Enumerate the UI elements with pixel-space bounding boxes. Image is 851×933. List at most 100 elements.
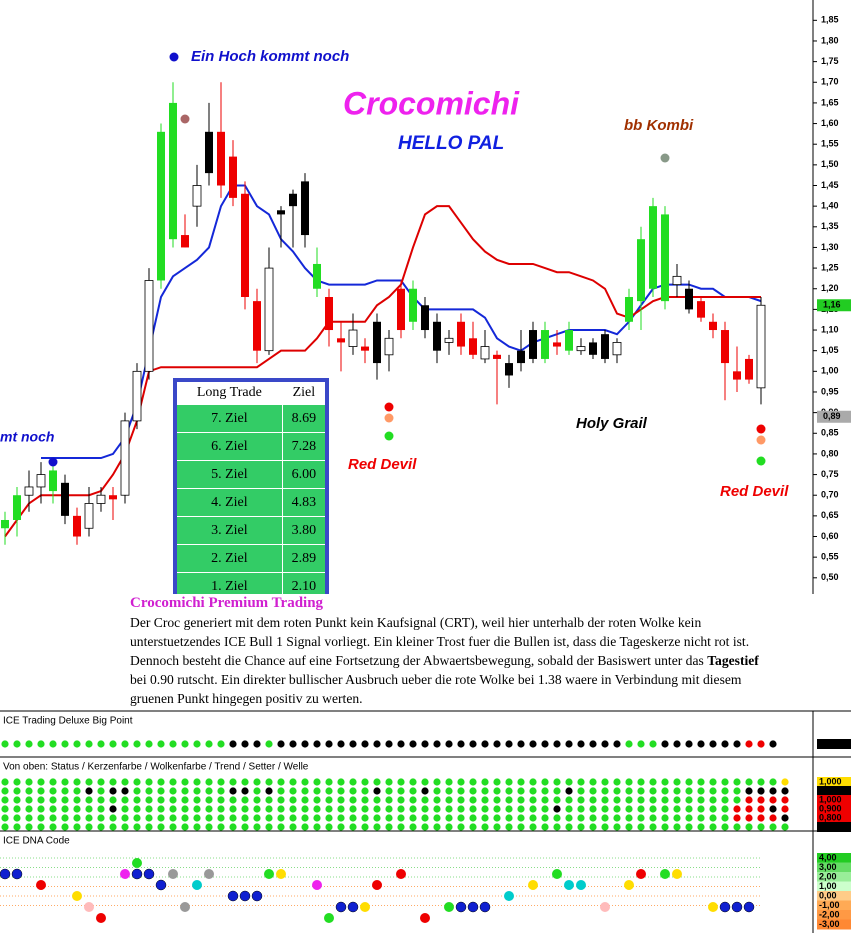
status-dot [637,814,645,822]
status-dot [61,787,69,795]
candle-body [444,337,454,343]
status-dot [133,823,141,831]
candle-body [205,131,213,174]
y-tick-label: 1,25 [821,262,839,272]
status-dot [697,814,705,822]
status-dot [181,787,189,795]
panel-label: -3,00 [819,919,840,929]
status-dot [241,787,249,795]
commentary-line: Der Croc generiert mit dem roten Punkt k… [130,613,845,632]
dna-dot [636,869,646,879]
status-dot [289,787,297,795]
status-dot [301,796,309,804]
status-dot [649,814,657,822]
dna-dot [624,880,634,890]
table-cell: 8.69 [281,404,328,433]
status-dot [97,778,105,786]
commentary: Crocomichi Premium Trading Der Croc gene… [130,594,845,710]
status-dot [133,778,141,786]
status-dot [145,778,153,786]
status-dot [217,796,225,804]
status-dot [565,823,573,831]
status-dot [169,778,177,786]
panel-title: ICE Trading Deluxe Big Point [3,716,133,727]
dna-dot [504,891,514,901]
status-dot [229,787,237,795]
status-dot [169,787,177,795]
dna-dot [731,901,743,913]
status-dot [49,805,57,813]
price-pill [817,299,851,312]
status-dot [433,778,441,786]
y-tick-label: 0,70 [821,490,839,500]
status-dot [25,778,33,786]
status-dot [373,805,381,813]
status-dot [625,796,633,804]
status-dot [37,823,45,831]
status-dot [601,805,609,813]
commentary-line: gruenen Punkt hingegen positiv zu werten… [130,689,845,708]
candle-body [493,354,501,359]
status-dot [97,787,105,795]
status-dot [781,823,789,831]
status-dot [205,778,213,786]
table-cell: 4.83 [281,488,328,517]
status-dot [157,796,165,804]
candle-body [397,288,405,331]
y-tick-label: 0,95 [821,386,839,396]
status-dot [325,740,333,748]
y-tick-label: 1,55 [821,139,839,149]
status-dot [697,796,705,804]
dna-dot [96,913,106,923]
candle-body [541,330,549,359]
status-dot [589,740,597,748]
panel-label: 100,0 [819,738,842,748]
status-dot [721,740,729,748]
candle-body [277,210,285,215]
status-dot [361,823,369,831]
status-dot [433,805,441,813]
candle-body [84,503,94,529]
status-dot [409,805,417,813]
status-dot [109,787,117,795]
status-dot [49,787,57,795]
status-dot [157,823,165,831]
candle-body [289,193,297,207]
table-cell: 6. Ziel [174,432,283,461]
status-dot [229,778,237,786]
status-dot [433,740,441,748]
status-dot [433,796,441,804]
status-dot [469,796,477,804]
status-dot [205,740,213,748]
status-dot [385,787,393,795]
status-dot [49,778,57,786]
status-dot [601,814,609,822]
table-cell: Long Trade [174,379,283,405]
status-dot [73,796,81,804]
status-dot [349,740,357,748]
status-dot [565,814,573,822]
status-dot [289,778,297,786]
status-dot [73,740,81,748]
table-cell: Ziel [281,379,328,405]
dna-dot [132,858,142,868]
candle-body [61,482,69,516]
y-tick-label: 1,50 [821,159,839,169]
status-dot [145,787,153,795]
commentary-title: Crocomichi Premium Trading [130,595,324,611]
status-dot [637,796,645,804]
panel-label-bg [817,777,851,787]
status-dot [709,740,717,748]
candle-body [348,329,358,347]
candle-body [553,342,561,347]
status-dot [265,787,273,795]
status-dot [721,796,729,804]
panel-label: 1,000 [819,776,842,786]
status-dot [337,787,345,795]
status-dot [409,787,417,795]
status-dot [649,778,657,786]
status-dot [181,740,189,748]
status-dot [49,796,57,804]
status-dot [661,814,669,822]
status-dot [757,796,765,804]
